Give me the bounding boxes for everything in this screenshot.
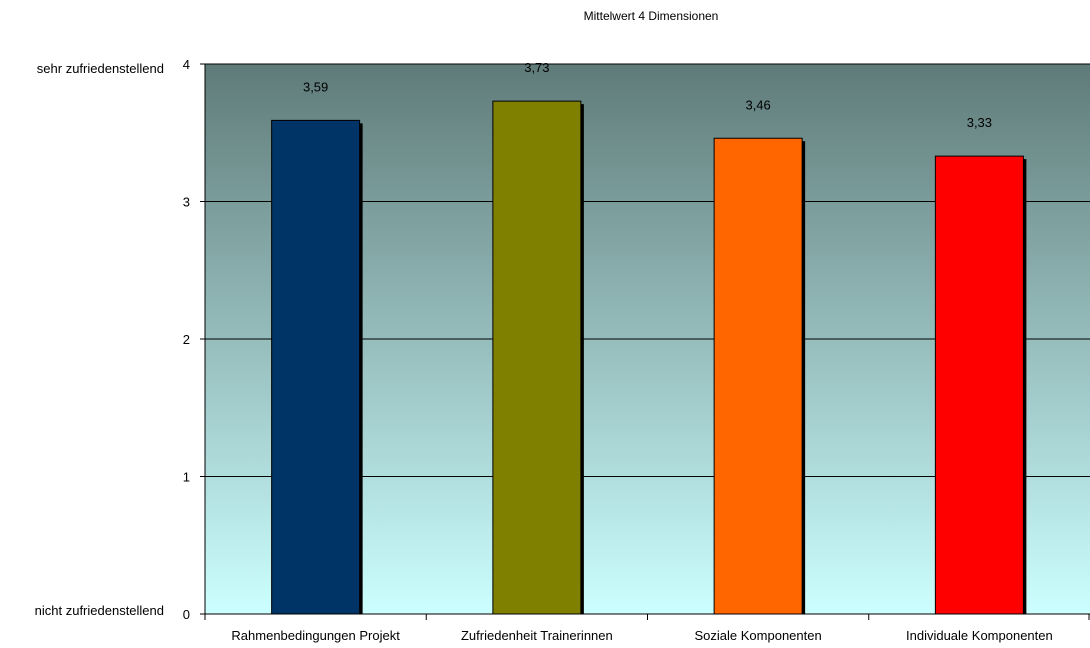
y-tick-label: 3	[183, 195, 190, 210]
chart-title: Mittelwert 4 Dimensionen	[584, 9, 719, 23]
x-tick-label: Rahmenbedingungen Projekt	[231, 628, 400, 643]
bar	[713, 137, 803, 615]
x-tick-label: Individuale Komponenten	[906, 628, 1053, 643]
y-top-label: sehr zufriedenstellend	[37, 61, 164, 76]
bar	[492, 100, 582, 615]
y-bottom-label: nicht zufriedenstellend	[35, 603, 164, 618]
y-tick-label: 4	[183, 57, 190, 72]
data-label: 3,59	[303, 79, 328, 94]
bar	[934, 155, 1024, 615]
data-label: 3,73	[524, 60, 549, 75]
bar	[271, 119, 361, 615]
x-tick-label: Zufriedenheit Trainerinnen	[461, 628, 613, 643]
y-tick-label: 1	[183, 470, 190, 485]
y-tick-label: 0	[183, 607, 190, 622]
y-tick-label: 2	[183, 332, 190, 347]
data-label: 3,46	[745, 97, 770, 112]
axes	[200, 63, 1090, 620]
x-tick-label: Soziale Komponenten	[695, 628, 822, 643]
bars	[271, 100, 1027, 615]
labels: 0 1 2 3 4 3,59 Rahmenbedingungen Projekt 3,73 Zu…	[183, 57, 1053, 643]
data-label: 3,33	[967, 115, 992, 130]
